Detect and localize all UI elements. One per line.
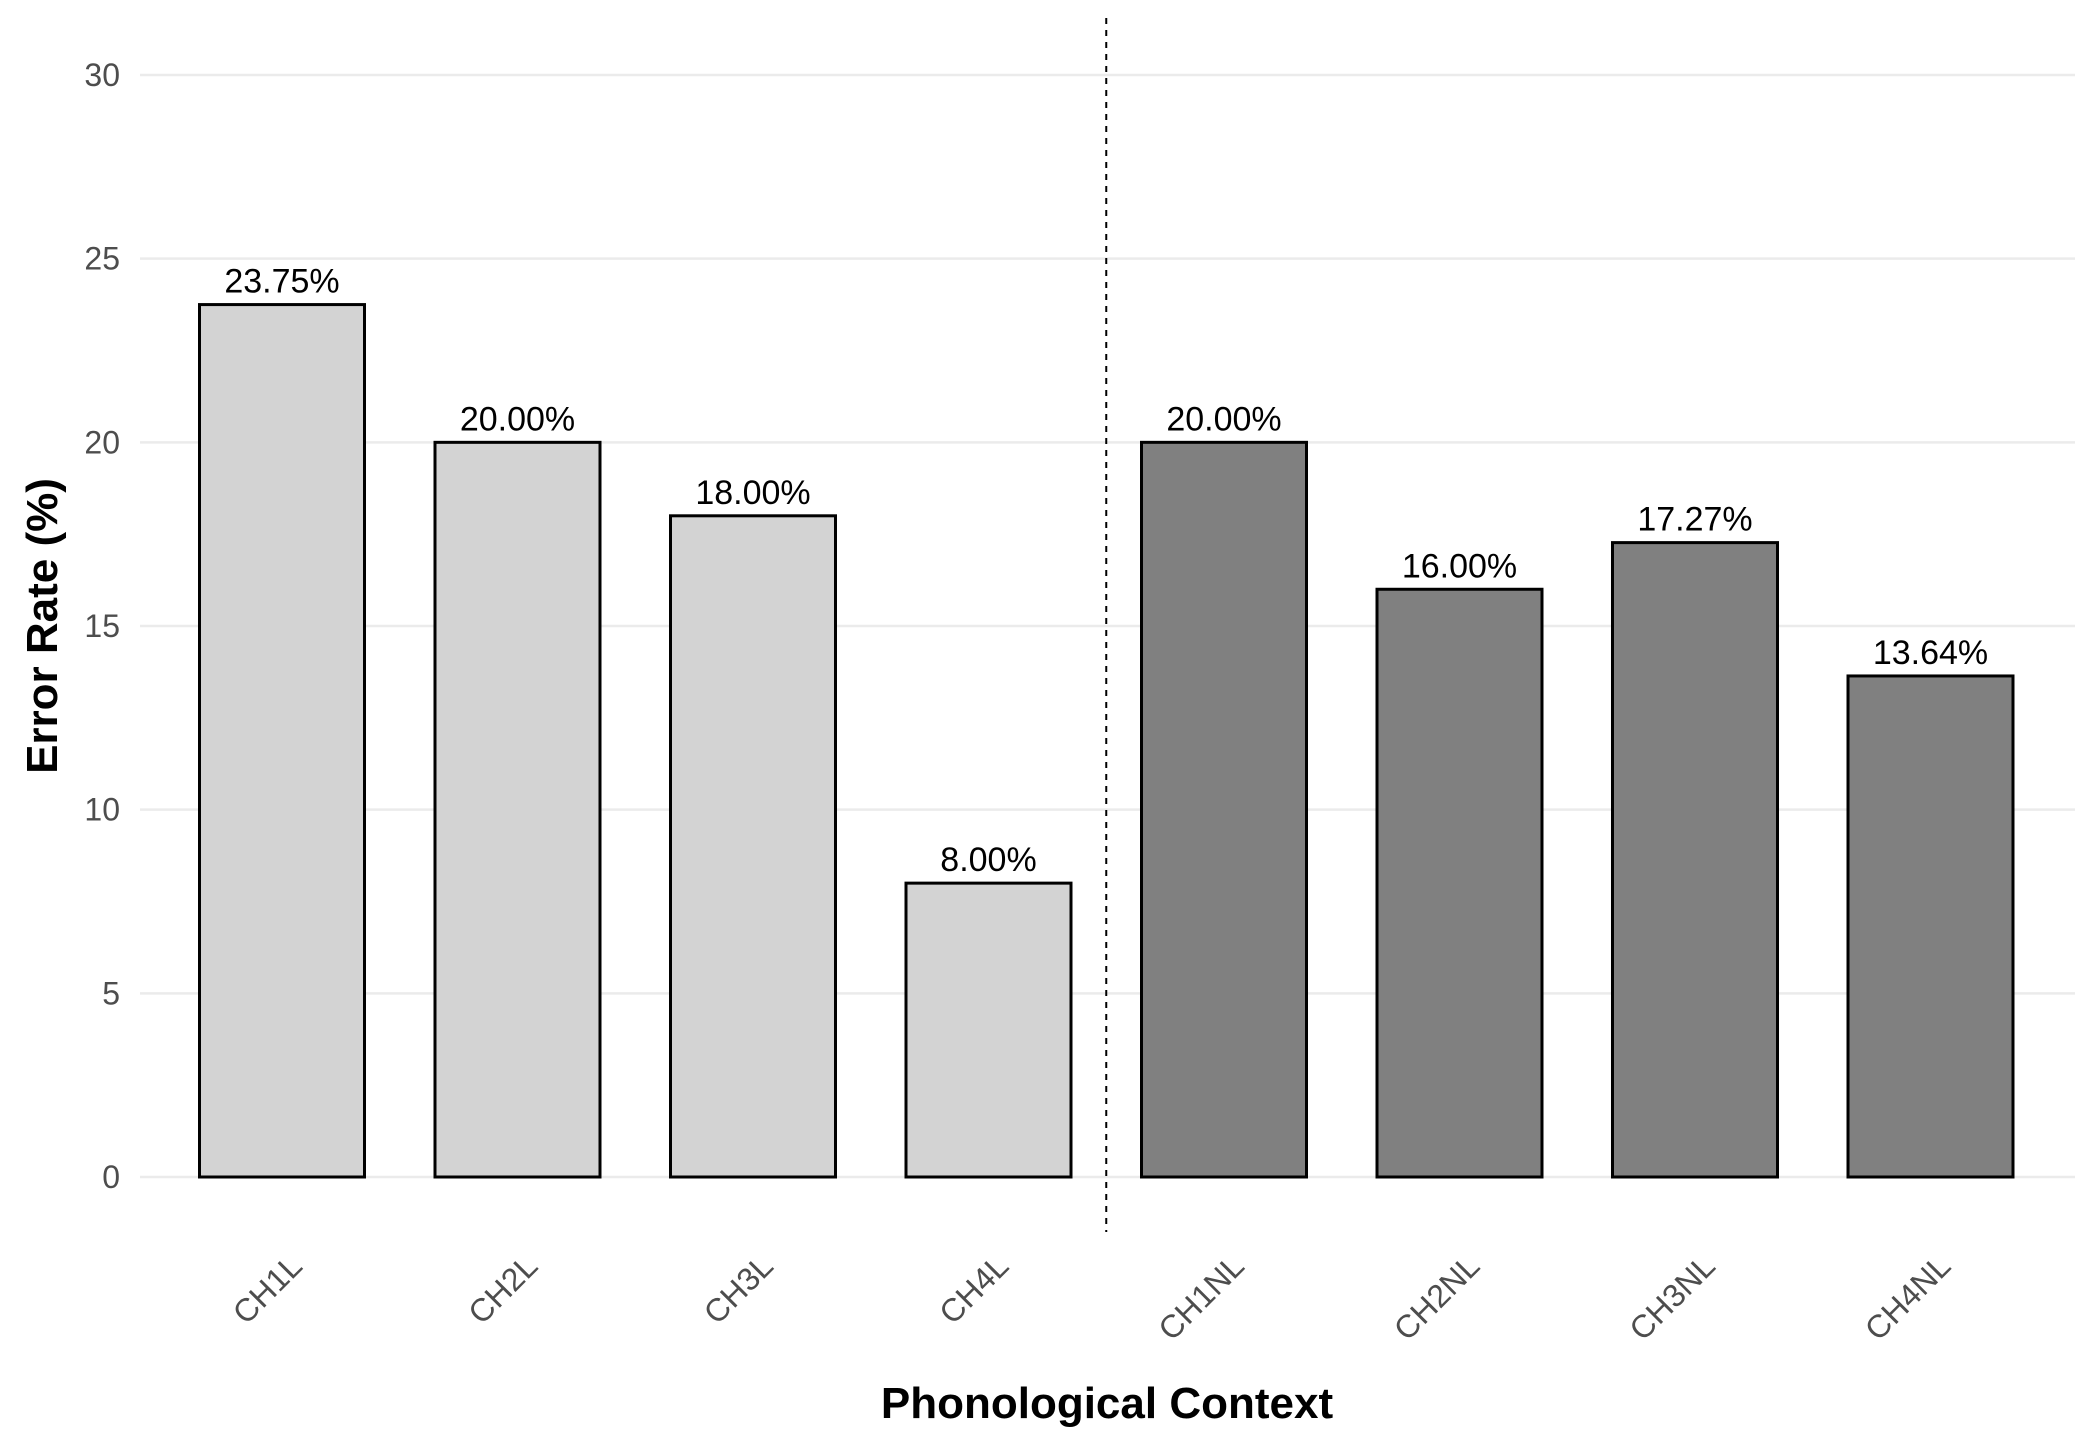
bar-value-labels: 23.75% 20.00% 18.00% 8.00% 20.00% 16.00% 17.27… bbox=[224, 263, 1988, 880]
y-tick-label: 30 bbox=[84, 57, 120, 93]
bar-value-label: 23.75% bbox=[224, 263, 339, 301]
x-axis-ticks: CH1L CH2L CH3L CH4L CH1NL CH2NL CH3NL CH4NL bbox=[226, 1247, 1958, 1347]
y-tick-label: 5 bbox=[102, 975, 120, 1011]
x-axis-title: Phonological Context bbox=[881, 1379, 1334, 1428]
y-tick-label: 0 bbox=[102, 1159, 120, 1195]
bar bbox=[1846, 674, 2015, 1179]
bars bbox=[198, 303, 2015, 1179]
x-tick-label: CH4NL bbox=[1858, 1247, 1958, 1347]
bar bbox=[433, 440, 602, 1179]
bar bbox=[1375, 587, 1544, 1179]
bar bbox=[1611, 541, 1779, 1179]
x-tick-label: CH2NL bbox=[1387, 1247, 1487, 1347]
y-axis-title: Error Rate (%) bbox=[18, 478, 67, 774]
bar bbox=[1140, 440, 1308, 1179]
bar-value-label: 20.00% bbox=[460, 400, 575, 438]
bar-value-label: 18.00% bbox=[695, 474, 810, 512]
x-tick-label: CH1NL bbox=[1151, 1247, 1251, 1347]
x-tick-label: CH1L bbox=[226, 1247, 309, 1330]
bar-value-label: 13.64% bbox=[1873, 634, 1988, 672]
y-tick-label: 20 bbox=[84, 424, 120, 460]
y-tick-label: 25 bbox=[84, 241, 120, 277]
y-axis-ticks: 0 5 10 15 20 25 30 bbox=[84, 57, 120, 1195]
bar-value-label: 20.00% bbox=[1166, 400, 1281, 438]
bar bbox=[904, 881, 1073, 1179]
x-tick-label: CH4L bbox=[932, 1247, 1015, 1330]
bar bbox=[198, 303, 366, 1179]
bar-value-label: 16.00% bbox=[1402, 547, 1517, 585]
x-tick-label: CH2L bbox=[461, 1247, 544, 1330]
gridlines bbox=[140, 73, 2075, 1179]
bar bbox=[669, 514, 837, 1179]
x-tick-label: CH3L bbox=[697, 1247, 780, 1330]
bar-value-label: 17.27% bbox=[1637, 501, 1752, 539]
x-tick-label: CH3NL bbox=[1622, 1247, 1722, 1347]
y-tick-label: 15 bbox=[84, 608, 120, 644]
bar-value-label: 8.00% bbox=[940, 841, 1036, 879]
y-tick-label: 10 bbox=[84, 792, 120, 828]
